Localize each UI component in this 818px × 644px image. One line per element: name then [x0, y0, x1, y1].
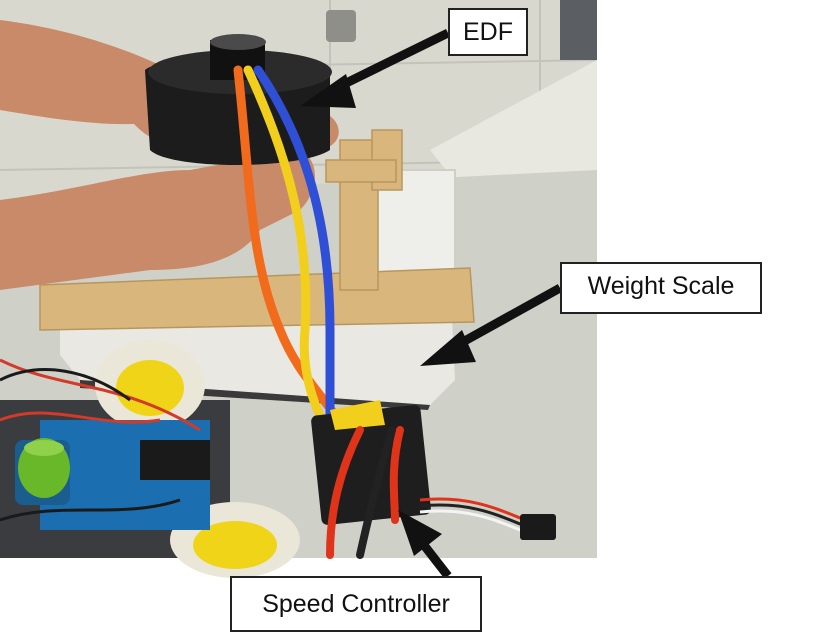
edf-label: EDF [448, 8, 528, 56]
weight-scale-label: Weight Scale [560, 262, 762, 314]
wall-plug [326, 10, 356, 42]
speed-controller-label: Speed Controller [230, 576, 482, 632]
dark-corner [560, 0, 597, 60]
